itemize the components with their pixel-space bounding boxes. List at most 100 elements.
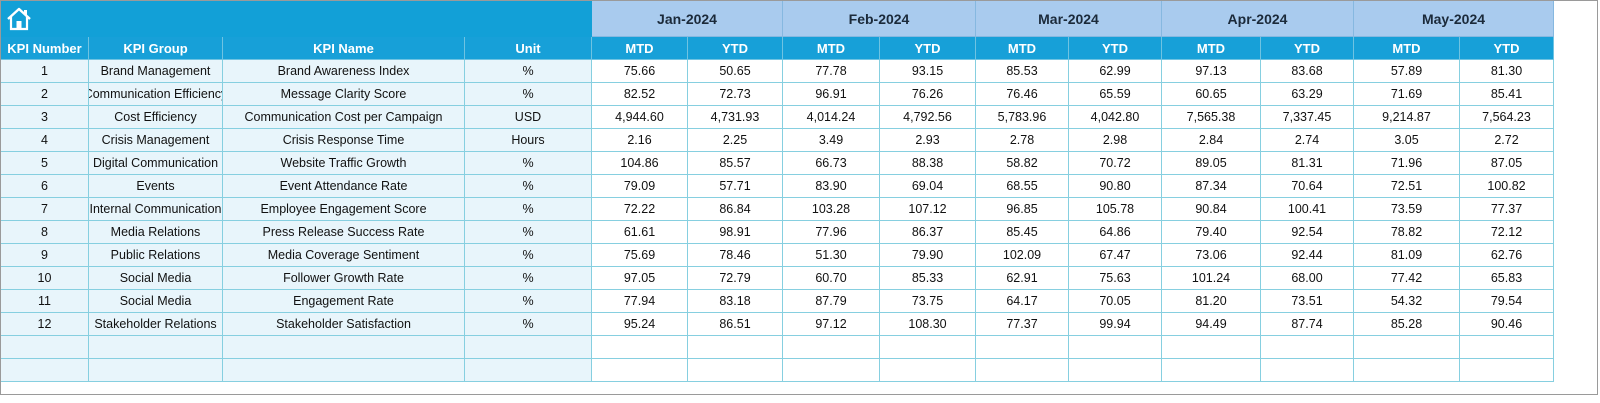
value-cell: 62.76	[1460, 244, 1554, 267]
empty-cell	[592, 336, 688, 359]
kpi-cell: 8	[1, 221, 89, 244]
value-cell: 62.91	[976, 267, 1069, 290]
column-header-text: KPI Name	[313, 40, 374, 56]
value-cell: 77.94	[592, 290, 688, 313]
value-cell-text: 66.73	[815, 156, 847, 170]
empty-cell	[880, 359, 976, 382]
value-cell: 54.32	[1354, 290, 1460, 313]
value-cell: 81.20	[1162, 290, 1261, 313]
value-cell: 104.86	[592, 152, 688, 175]
value-cell: 2.93	[880, 129, 976, 152]
kpi-cell-text: Events	[136, 179, 175, 193]
value-cell: 77.78	[783, 60, 880, 83]
value-cell: 79.90	[880, 244, 976, 267]
column-header-text: Unit	[515, 40, 541, 56]
value-cell: 60.70	[783, 267, 880, 290]
kpi-cell-text: Employee Engagement Score	[260, 202, 427, 216]
value-cell-text: 65.59	[1099, 87, 1131, 101]
empty-cell	[1460, 359, 1554, 382]
kpi-cell-text: Digital Communication	[92, 156, 219, 170]
value-cell: 78.82	[1354, 221, 1460, 244]
value-cell: 107.12	[880, 198, 976, 221]
value-cell-text: 105.78	[1095, 202, 1135, 216]
value-cell-text: 7,565.38	[1186, 110, 1236, 124]
period-header-text: YTD	[722, 40, 748, 56]
value-cell-text: 86.84	[719, 202, 751, 216]
empty-cell	[1, 359, 89, 382]
kpi-cell-text: %	[522, 248, 534, 262]
period-header-text: MTD	[1196, 40, 1226, 56]
kpi-cell-text: 11	[38, 294, 51, 308]
value-cell: 83.68	[1261, 60, 1354, 83]
value-cell-text: 85.28	[1390, 317, 1423, 331]
value-cell-text: 69.04	[911, 179, 944, 193]
value-cell: 96.91	[783, 83, 880, 106]
value-cell-text: 79.40	[1195, 225, 1227, 239]
month-header: Feb-2024	[783, 1, 976, 37]
value-cell: 50.65	[688, 60, 783, 83]
value-cell: 69.04	[880, 175, 976, 198]
value-cell-text: 2.16	[627, 133, 652, 147]
value-cell: 83.90	[783, 175, 880, 198]
kpi-cell-text: Stakeholder Satisfaction	[276, 317, 411, 331]
value-cell-text: 104.86	[620, 156, 659, 170]
value-cell: 100.82	[1460, 175, 1554, 198]
value-cell-text: 73.75	[911, 294, 944, 308]
kpi-cell-text: Website Traffic Growth	[280, 156, 407, 170]
period-header: MTD	[1354, 37, 1460, 60]
month-header-text: Jan-2024	[657, 10, 717, 27]
kpi-cell-text: 10	[37, 271, 52, 285]
value-cell-text: 71.96	[1390, 156, 1423, 170]
value-cell-text: 79.90	[911, 248, 944, 262]
kpi-cell: Communication Cost per Campaign	[223, 106, 465, 129]
kpi-cell-text: Communication Cost per Campaign	[244, 110, 443, 124]
kpi-cell-text: Social Media	[119, 294, 192, 308]
empty-cell	[688, 359, 783, 382]
value-cell: 108.30	[880, 313, 976, 336]
value-cell-text: 2.93	[915, 133, 940, 147]
value-cell-text: 81.09	[1390, 248, 1423, 262]
value-cell-text: 103.28	[811, 202, 851, 216]
value-cell-text: 83.68	[1291, 64, 1323, 78]
kpi-cell: Media Relations	[89, 221, 223, 244]
kpi-cell: %	[465, 83, 592, 106]
value-cell-text: 87.79	[815, 294, 847, 308]
empty-cell	[1354, 336, 1460, 359]
value-cell-text: 70.64	[1291, 179, 1323, 193]
period-header: MTD	[783, 37, 880, 60]
value-cell: 86.37	[880, 221, 976, 244]
kpi-cell-text: Crisis Response Time	[282, 133, 405, 147]
value-cell: 2.74	[1261, 129, 1354, 152]
value-cell-text: 76.46	[1006, 87, 1038, 101]
empty-cell	[592, 359, 688, 382]
value-cell: 68.00	[1261, 267, 1354, 290]
kpi-cell-text: Brand Management	[100, 64, 211, 78]
home-icon[interactable]	[5, 6, 33, 32]
value-cell: 77.42	[1354, 267, 1460, 290]
value-cell-text: 92.44	[1291, 248, 1323, 262]
kpi-cell: Crisis Response Time	[223, 129, 465, 152]
kpi-cell-text: Brand Awareness Index	[277, 64, 410, 78]
value-cell: 64.86	[1069, 221, 1162, 244]
kpi-cell-text: %	[522, 225, 534, 239]
value-cell: 2.72	[1460, 129, 1554, 152]
value-cell: 92.54	[1261, 221, 1354, 244]
value-cell-text: 97.05	[623, 271, 656, 285]
kpi-cell: Cost Efficiency	[89, 106, 223, 129]
period-header: MTD	[1162, 37, 1261, 60]
value-cell: 88.38	[880, 152, 976, 175]
period-header: YTD	[880, 37, 976, 60]
value-cell: 75.63	[1069, 267, 1162, 290]
value-cell: 70.64	[1261, 175, 1354, 198]
kpi-cell-text: Message Clarity Score	[280, 87, 407, 101]
value-cell-text: 77.78	[815, 64, 847, 78]
empty-cell	[1162, 336, 1261, 359]
column-header: KPI Number	[1, 37, 89, 60]
value-cell-text: 4,731.93	[710, 110, 760, 124]
value-cell-text: 88.38	[911, 156, 944, 170]
kpi-cell: 3	[1, 106, 89, 129]
empty-cell	[89, 336, 223, 359]
value-cell: 9,214.87	[1354, 106, 1460, 129]
kpi-cell-text: Internal Communication	[89, 202, 222, 216]
month-header-text: Feb-2024	[848, 10, 910, 27]
